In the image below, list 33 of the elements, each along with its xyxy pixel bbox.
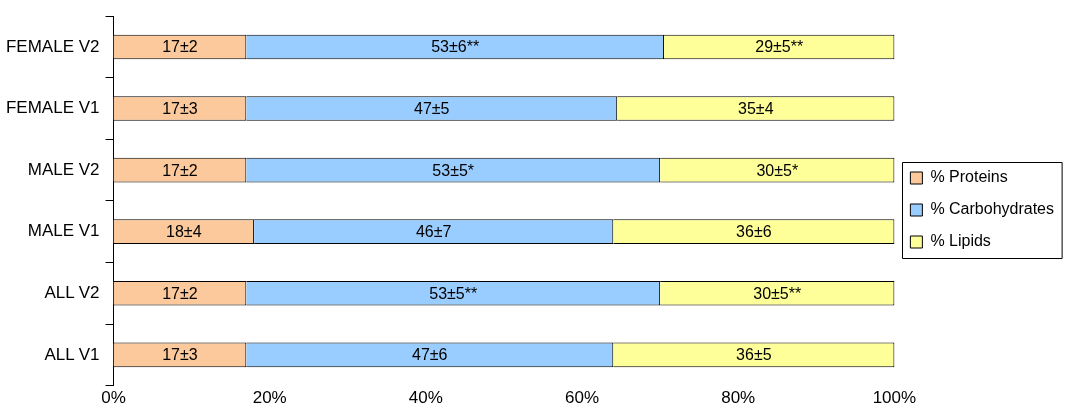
x-tick-label: 20% xyxy=(252,388,287,408)
data-label: 18±4 xyxy=(166,223,202,241)
legend-label: % Carbohydrates xyxy=(930,200,1055,218)
data-label: 47±5 xyxy=(413,99,450,117)
x-tick-label: 100% xyxy=(872,388,917,408)
x-tick-label: 80% xyxy=(721,388,756,408)
legend-label: % Lipids xyxy=(930,232,991,250)
data-label: 17±2 xyxy=(162,161,198,179)
y-tick-label: FEMALE V2 xyxy=(5,36,100,56)
data-label: 53±5** xyxy=(429,284,478,302)
data-label: 35±4 xyxy=(738,99,774,117)
data-label: 17±2 xyxy=(162,38,198,56)
x-tick-label: 0% xyxy=(101,388,126,408)
x-tick-label: 40% xyxy=(408,388,443,408)
y-tick-label: MALE V2 xyxy=(27,159,100,179)
x-tick-label: 60% xyxy=(565,388,600,408)
data-label: 30±5* xyxy=(756,161,799,179)
data-label: 17±3 xyxy=(162,99,198,117)
y-tick-label: MALE V1 xyxy=(27,221,100,241)
data-label: 30±5** xyxy=(753,284,802,302)
data-label: 53±5* xyxy=(432,161,475,179)
data-label: 36±5 xyxy=(736,346,772,364)
data-label: 17±2 xyxy=(162,284,198,302)
data-label: 53±6** xyxy=(431,38,480,56)
data-label: 17±3 xyxy=(162,346,198,364)
y-tick-label: ALL V1 xyxy=(44,344,100,364)
data-label: 47±6 xyxy=(412,346,448,364)
y-tick-label: FEMALE V1 xyxy=(5,98,100,118)
y-tick-label: ALL V2 xyxy=(44,282,100,302)
data-label: 36±6 xyxy=(736,223,772,241)
data-label: 46±7 xyxy=(415,223,452,241)
legend-label: % Proteins xyxy=(930,168,1008,186)
data-label: 29±5** xyxy=(755,38,804,56)
